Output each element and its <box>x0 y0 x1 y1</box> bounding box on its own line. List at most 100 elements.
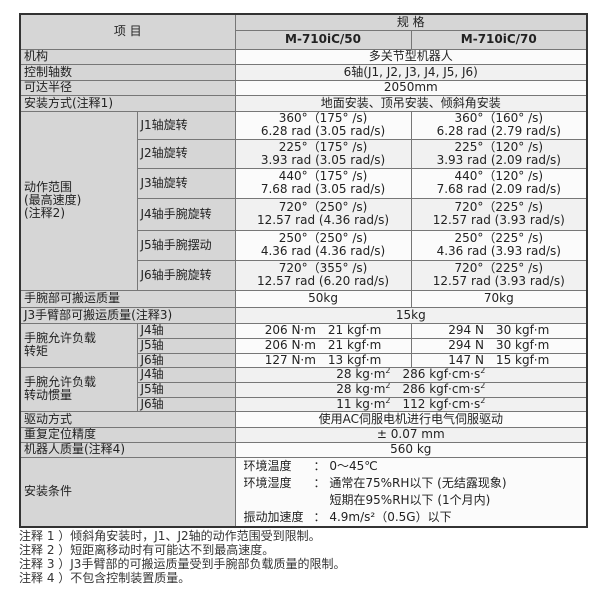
motion-value-b: 720°（225° /s) 12.57 rad (3.93 rad/s) <box>410 259 588 291</box>
torque-label: 手腕允许负载 转矩 <box>19 322 138 368</box>
humidity-key: 环境湿度 <box>243 475 292 490</box>
footnotes: 注释 1 ）倾斜角安装时，J1、J2轴的动作范围受到限制。 注释 2 ）短距离移… <box>19 529 345 585</box>
motion-axis-name: J2轴旋转 <box>136 138 236 169</box>
motion-rad: 3.93 rad (3.05 rad/s) <box>260 152 386 167</box>
motion-value-b: 360°（160° /s) 6.28 rad (2.79 rad/s) <box>410 110 588 140</box>
inertia-axis: J6轴 <box>136 396 236 412</box>
inertia-si: 28 kg·m <box>336 382 386 396</box>
sup: 2 <box>480 382 486 390</box>
vibration-line: 振动加速度 ： 4.9m/s²（0.5G）以下 <box>244 509 584 526</box>
j3-payload-label: J3手臂部可搬运质量(注释3) <box>19 306 236 324</box>
motion-label-line: 动作范围 <box>24 180 73 194</box>
drive-label: 驱动方式 <box>19 410 236 428</box>
motion-deg: 250°（225° /s) <box>454 231 544 245</box>
spec-table: 项 目 规 格 M-710iC/50 M-710iC/70 机构 多关节型机器人 … <box>19 13 589 528</box>
motion-deg: 225°（120° /s) <box>454 139 544 154</box>
sup: 2 <box>385 397 391 405</box>
mounting-value: 地面安装、顶吊安装、倾斜角安装 <box>234 94 588 112</box>
motion-rad: 6.28 rad (2.79 rad/s) <box>436 124 561 138</box>
mechanism-label: 机构 <box>19 48 236 65</box>
drive-value: 使用AC伺服电机进行电气伺服驱动 <box>234 410 588 428</box>
temp-value: ： 0～45℃ <box>313 458 378 473</box>
motion-rad: 4.36 rad (4.36 rad/s) <box>260 244 386 258</box>
torque-b: 294 N 30 kgf·m <box>410 337 588 354</box>
motion-deg: 720°（225° /s) <box>454 261 544 275</box>
vibration-value: ： 4.9m/s²（0.5G）以下 <box>313 509 452 524</box>
torque-axis: J5轴 <box>136 337 236 354</box>
motion-rad: 6.28 rad (3.05 rad/s) <box>260 124 386 138</box>
inertia-axis: J5轴 <box>136 381 236 398</box>
motion-value-b: 250°（225° /s) 4.36 rad (3.93 rad/s) <box>410 229 588 261</box>
motion-rad: 7.68 rad (2.09 rad/s) <box>436 182 561 196</box>
motion-rad: 12.57 rad (3.93 rad/s) <box>432 213 565 227</box>
sup: 2 <box>385 382 391 390</box>
motion-value-a: 360°（175° /s) 6.28 rad (3.05 rad/s) <box>234 110 412 140</box>
torque-b: 147 N 15 kgf·m <box>410 352 588 368</box>
mechanism-value: 多关节型机器人 <box>234 48 588 65</box>
vibration-key: 振动加速度 <box>243 509 304 524</box>
inertia-value: 28 kg·m2 286 kgf·cm·s2 <box>234 381 588 398</box>
motion-axis-name: J4轴手腕旋转 <box>136 197 236 231</box>
motion-rad: 3.93 rad (2.09 rad/s) <box>436 152 561 167</box>
sup: 2 <box>480 397 486 405</box>
payload-a: 50kg <box>234 289 412 308</box>
motion-value-b: 225°（120° /s) 3.93 rad (2.09 rad/s) <box>410 138 588 169</box>
footnote: 注释 2 ）短距离移动时有可能达不到最高速度。 <box>19 543 275 557</box>
inertia-kgf: 286 kgf·cm·s <box>402 367 481 381</box>
install-conditions-value: 环境温度 ： 0～45℃ 环境湿度 ： 通常在75%RH以下 (无结露现象) 短期在… <box>234 456 588 527</box>
inertia-label-line: 转动惯量 <box>24 388 73 402</box>
repeatability-value: ± 0.07 mm <box>234 426 588 443</box>
spec-header: 规 格 <box>234 13 588 31</box>
torque-label-line: 手腕允许负载 <box>24 331 97 345</box>
robot-mass-label: 机器人质量(注释4) <box>19 441 236 458</box>
motion-deg: 720°（250° /s) <box>278 200 368 214</box>
motion-deg: 440°（120° /s) <box>454 169 544 183</box>
motion-axis-name: J6轴手腕旋转 <box>136 259 236 291</box>
j3-payload-value: 15kg <box>234 306 588 324</box>
footnote: 注释 1 ）倾斜角安装时，J1、J2轴的动作范围受到限制。 <box>19 529 321 543</box>
motion-deg: 250°（250° /s) <box>278 231 368 245</box>
reach-value: 2050mm <box>234 79 588 96</box>
motion-value-b: 720°（225° /s) 12.57 rad (3.93 rad/s) <box>410 197 588 231</box>
motion-axis-name: J1轴旋转 <box>136 110 236 140</box>
motion-axis-name: J3轴旋转 <box>136 167 236 199</box>
inertia-value: 11 kg·m2 112 kgf·cm·s2 <box>234 396 588 412</box>
inertia-kgf: 112 kgf·cm·s <box>402 397 481 411</box>
motion-deg: 360°（175° /s) <box>278 111 368 125</box>
motion-value-b: 440°（120° /s) 7.68 rad (2.09 rad/s) <box>410 167 588 199</box>
sup: 2 <box>480 367 486 375</box>
motion-value-a: 440°（175° /s) 7.68 rad (3.05 rad/s) <box>234 167 412 199</box>
motion-rad: 7.68 rad (3.05 rad/s) <box>260 182 386 196</box>
motion-range-label: 动作范围 (最高速度) (注释2) <box>19 110 138 291</box>
motion-deg: 225°（175° /s) <box>278 139 368 154</box>
inertia-si: 28 kg·m <box>336 367 386 381</box>
inertia-si: 11 kg·m <box>336 397 386 411</box>
motion-deg: 720°（355° /s) <box>278 261 368 275</box>
temp-line: 环境温度 ： 0～45℃ <box>244 458 584 475</box>
motion-rad: 12.57 rad (4.36 rad/s) <box>257 213 389 227</box>
footnote: 注释 3 ）J3手臂部的可搬运质量受到手腕部负载质量的限制。 <box>19 557 346 571</box>
motion-value-a: 225°（175° /s) 3.93 rad (3.05 rad/s) <box>234 138 412 169</box>
motion-value-a: 250°（250° /s) 4.36 rad (4.36 rad/s) <box>234 229 412 261</box>
motion-rad: 12.57 rad (3.93 rad/s) <box>432 274 565 288</box>
motion-value-a: 720°（250° /s) 12.57 rad (4.36 rad/s) <box>234 197 412 231</box>
inertia-value: 28 kg·m2 286 kgf·cm·s2 <box>234 366 588 383</box>
motion-axis-name: J5轴手腕摆动 <box>136 229 236 261</box>
footnote: 注释 4 ）不包含控制装置质量。 <box>19 571 191 585</box>
mounting-label: 安装方式(注释1) <box>19 94 236 112</box>
payload-b: 70kg <box>410 289 588 308</box>
motion-deg: 440°（175° /s) <box>278 169 368 183</box>
motion-label-line: (最高速度) <box>24 193 82 207</box>
motion-label-line: (注释2) <box>24 206 65 220</box>
torque-axis: J6轴 <box>136 352 236 368</box>
torque-a: 127 N·m 13 kgf·m <box>234 352 412 368</box>
inertia-kgf: 286 kgf·cm·s <box>402 382 481 396</box>
axes-label: 控制轴数 <box>19 63 236 81</box>
reach-label: 可达半径 <box>19 79 236 96</box>
temp-key: 环境温度 <box>243 458 292 473</box>
item-header: 项 目 <box>19 13 236 50</box>
inertia-axis: J4轴 <box>136 366 236 383</box>
sup: 2 <box>385 367 391 375</box>
install-conditions-label: 安装条件 <box>19 456 236 527</box>
torque-b: 294 N 30 kgf·m <box>410 322 588 339</box>
